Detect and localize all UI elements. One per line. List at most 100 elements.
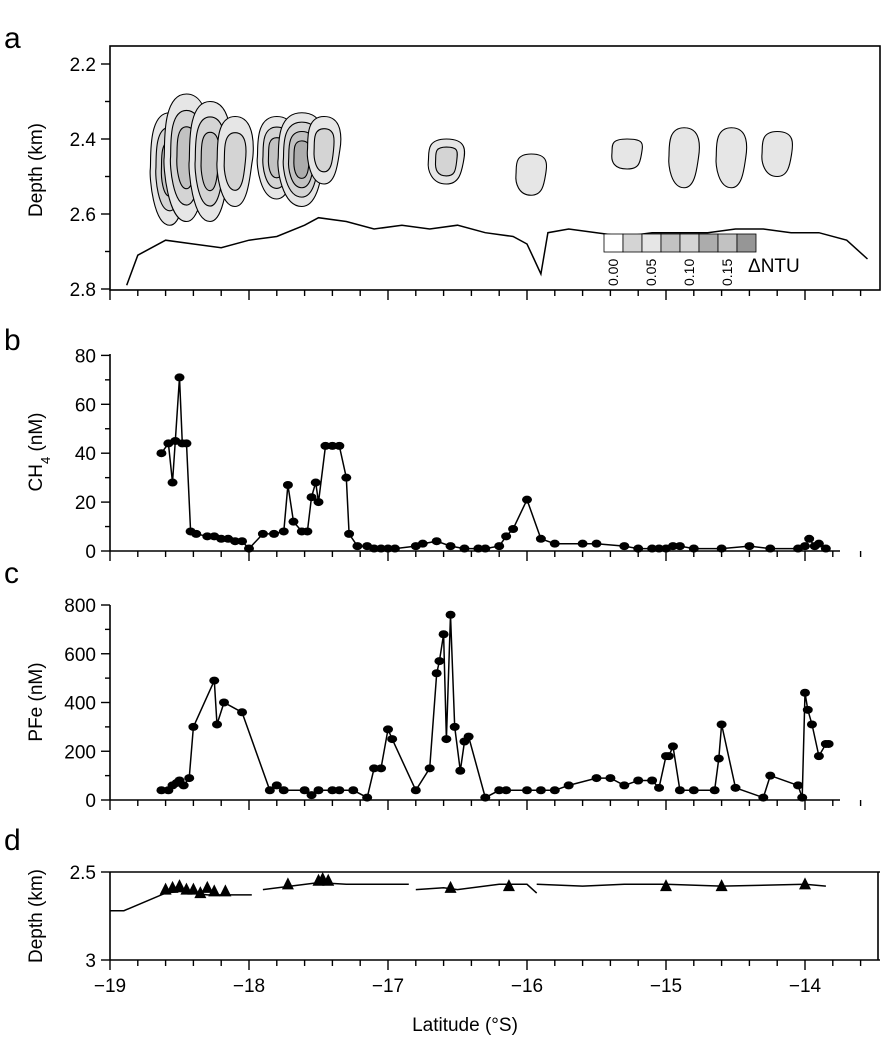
- plume-contour: [611, 138, 643, 170]
- station-triangle: [194, 886, 207, 899]
- panel-a: 2.2 2.4 2.6 2.8 Depth (km) 0.00 0.05 0.10 0.15…: [26, 45, 881, 301]
- ch4-point: [654, 544, 665, 553]
- y-tick-label: 400: [64, 694, 96, 715]
- pfe-point: [362, 793, 373, 802]
- y-tick-label: 2.6: [70, 205, 96, 226]
- ch4-point: [306, 493, 317, 502]
- panel-c-y-axis: 0 200 400 600 800: [64, 596, 110, 812]
- ch4-point: [288, 517, 299, 526]
- ch4-point: [820, 544, 831, 553]
- legend-swatch: [622, 233, 643, 253]
- pfe-point: [716, 720, 727, 729]
- panel-b-y-label: CH4 (nM): [26, 412, 53, 491]
- y-tick-label: 80: [75, 346, 96, 367]
- pfe-point: [178, 781, 189, 790]
- pfe-series-line: [161, 614, 829, 799]
- seafloor-profile: [125, 216, 869, 286]
- y-tick-label: 2.2: [70, 55, 96, 76]
- panel-d-y-axis: 2.53: [70, 863, 110, 972]
- ch4-point: [216, 534, 227, 543]
- pfe-point: [445, 610, 456, 619]
- pfe-point: [813, 752, 824, 761]
- legend-swatch: [641, 233, 662, 253]
- ch4-point: [313, 498, 324, 507]
- plume-contour: [761, 130, 794, 178]
- ch4-point: [341, 473, 352, 482]
- pfe-point: [434, 657, 445, 666]
- ch4-point: [591, 539, 602, 548]
- legend-title: ΔNTU: [748, 256, 800, 277]
- pfe-point: [306, 791, 317, 800]
- station-triangle: [187, 882, 200, 895]
- plume-contour: [434, 146, 458, 177]
- legend-swatch: [603, 233, 624, 253]
- pfe-point: [501, 786, 512, 795]
- y-tick-label: 3: [85, 951, 96, 972]
- pfe-point: [647, 776, 658, 785]
- ch4-point: [181, 439, 192, 448]
- plume-contour: [223, 132, 247, 191]
- pfe-point: [633, 776, 644, 785]
- pfe-point: [431, 669, 442, 678]
- ch4-point: [813, 539, 824, 548]
- station-triangle: [715, 879, 728, 892]
- y-tick-label: 0: [85, 542, 96, 563]
- panel-c-y-label: PFe (nM): [26, 662, 47, 741]
- pfe-point: [209, 676, 220, 685]
- ch4-point: [494, 542, 505, 551]
- legend-tick-label: 0.15: [719, 259, 735, 286]
- y-tick-label: 800: [64, 596, 96, 617]
- x-tick-label: −15: [650, 976, 682, 997]
- ch4-point: [800, 542, 810, 551]
- station-markers: [159, 872, 811, 899]
- pfe-point: [730, 783, 741, 792]
- x-tick-label: −14: [789, 976, 822, 997]
- latitude-axis: −19 −18 −17 −16 −15 −14: [94, 960, 862, 997]
- ch4-point: [369, 544, 380, 553]
- ch4-point: [244, 544, 254, 553]
- pfe-point: [797, 793, 808, 802]
- plume-contour: [313, 128, 335, 173]
- ch4-point: [334, 441, 345, 450]
- pfe-point: [823, 739, 834, 748]
- plume-contour: [715, 127, 748, 189]
- pfe-point: [758, 793, 769, 802]
- ch4-point: [167, 478, 178, 487]
- pfe-point: [667, 742, 678, 751]
- pfe-point: [480, 793, 491, 802]
- station-triangle: [660, 879, 672, 892]
- ch4-point: [202, 532, 213, 541]
- ch4-point: [667, 542, 678, 551]
- pfe-point: [802, 705, 813, 714]
- station-triangle: [799, 877, 811, 890]
- ch4-point: [459, 544, 470, 553]
- pfe-point: [463, 732, 474, 741]
- y-tick-label: 0: [85, 791, 96, 812]
- station-triangle: [219, 884, 232, 897]
- station-triangle: [208, 884, 221, 897]
- ch4-point: [804, 534, 815, 543]
- ch4-point: [674, 542, 685, 551]
- pfe-point: [563, 781, 574, 790]
- panel-c: 0 200 400 600 800 PFe (nM): [26, 596, 862, 812]
- y-tick-label: 2.4: [70, 130, 97, 151]
- pfe-point: [387, 735, 398, 744]
- ch4-point: [765, 544, 776, 553]
- legend-tick-label: 0.05: [643, 259, 659, 286]
- pfe-point: [605, 774, 616, 783]
- ch4-point: [508, 524, 519, 533]
- pfe-point: [663, 752, 674, 761]
- panel-a-y-label: Depth (km): [26, 123, 47, 217]
- ch4-point: [535, 534, 546, 543]
- pfe-point: [334, 786, 345, 795]
- station-triangle: [322, 873, 335, 886]
- plume-contour: [668, 127, 700, 189]
- x-tick-label: −16: [511, 976, 543, 997]
- station-triangle: [444, 880, 457, 893]
- legend-tick-label: 0.00: [605, 259, 621, 286]
- ch4-point: [473, 544, 484, 553]
- pfe-point: [237, 708, 248, 717]
- pfe-point: [591, 774, 602, 783]
- y-tick-label: 200: [64, 742, 96, 763]
- x-tick-label: −18: [233, 976, 265, 997]
